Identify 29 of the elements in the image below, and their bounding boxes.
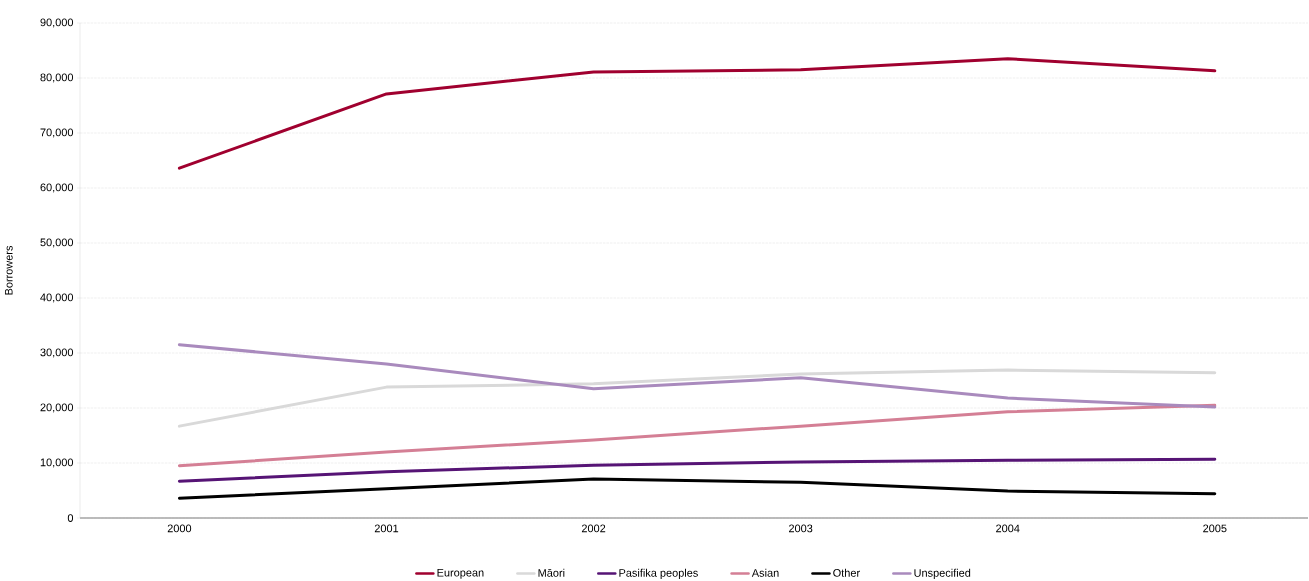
x-tick-label: 2001 bbox=[374, 524, 399, 533]
y-tick-label: 40,000 bbox=[40, 293, 74, 303]
y-tick-label: 0 bbox=[67, 514, 74, 522]
x-tick-label: 2003 bbox=[789, 524, 813, 533]
line-series bbox=[177, 477, 1217, 500]
legend-label: European bbox=[437, 568, 484, 579]
y-tick-label: 10,000 bbox=[40, 458, 74, 468]
y-tick-label: 60,000 bbox=[40, 183, 74, 193]
y-axis-title: Borrowers bbox=[4, 245, 13, 295]
x-tick-label: 2002 bbox=[581, 524, 606, 533]
x-tick-label: 2004 bbox=[996, 524, 1020, 533]
y-tick-label: 50,000 bbox=[40, 238, 74, 248]
legend-label: Pasifika peoples bbox=[619, 568, 698, 579]
line-series bbox=[177, 457, 1217, 483]
y-tick-label: 70,000 bbox=[40, 128, 74, 138]
x-tick-label: 2005 bbox=[1203, 524, 1227, 533]
y-tick-label: 80,000 bbox=[40, 73, 74, 83]
line-series bbox=[177, 57, 1217, 170]
legend-label: Māori bbox=[538, 568, 565, 577]
x-tick-label: 2000 bbox=[167, 524, 192, 533]
legend-label: Unspecified bbox=[914, 568, 971, 579]
line-series bbox=[177, 403, 1217, 468]
y-tick-label: 30,000 bbox=[40, 348, 74, 358]
legend-label: Other bbox=[833, 568, 860, 577]
legend-label: Asian bbox=[751, 568, 779, 577]
y-tick-label: 90,000 bbox=[40, 18, 74, 28]
y-tick-label: 20,000 bbox=[40, 403, 74, 413]
line-series bbox=[177, 343, 1217, 409]
line-series bbox=[177, 368, 1217, 428]
